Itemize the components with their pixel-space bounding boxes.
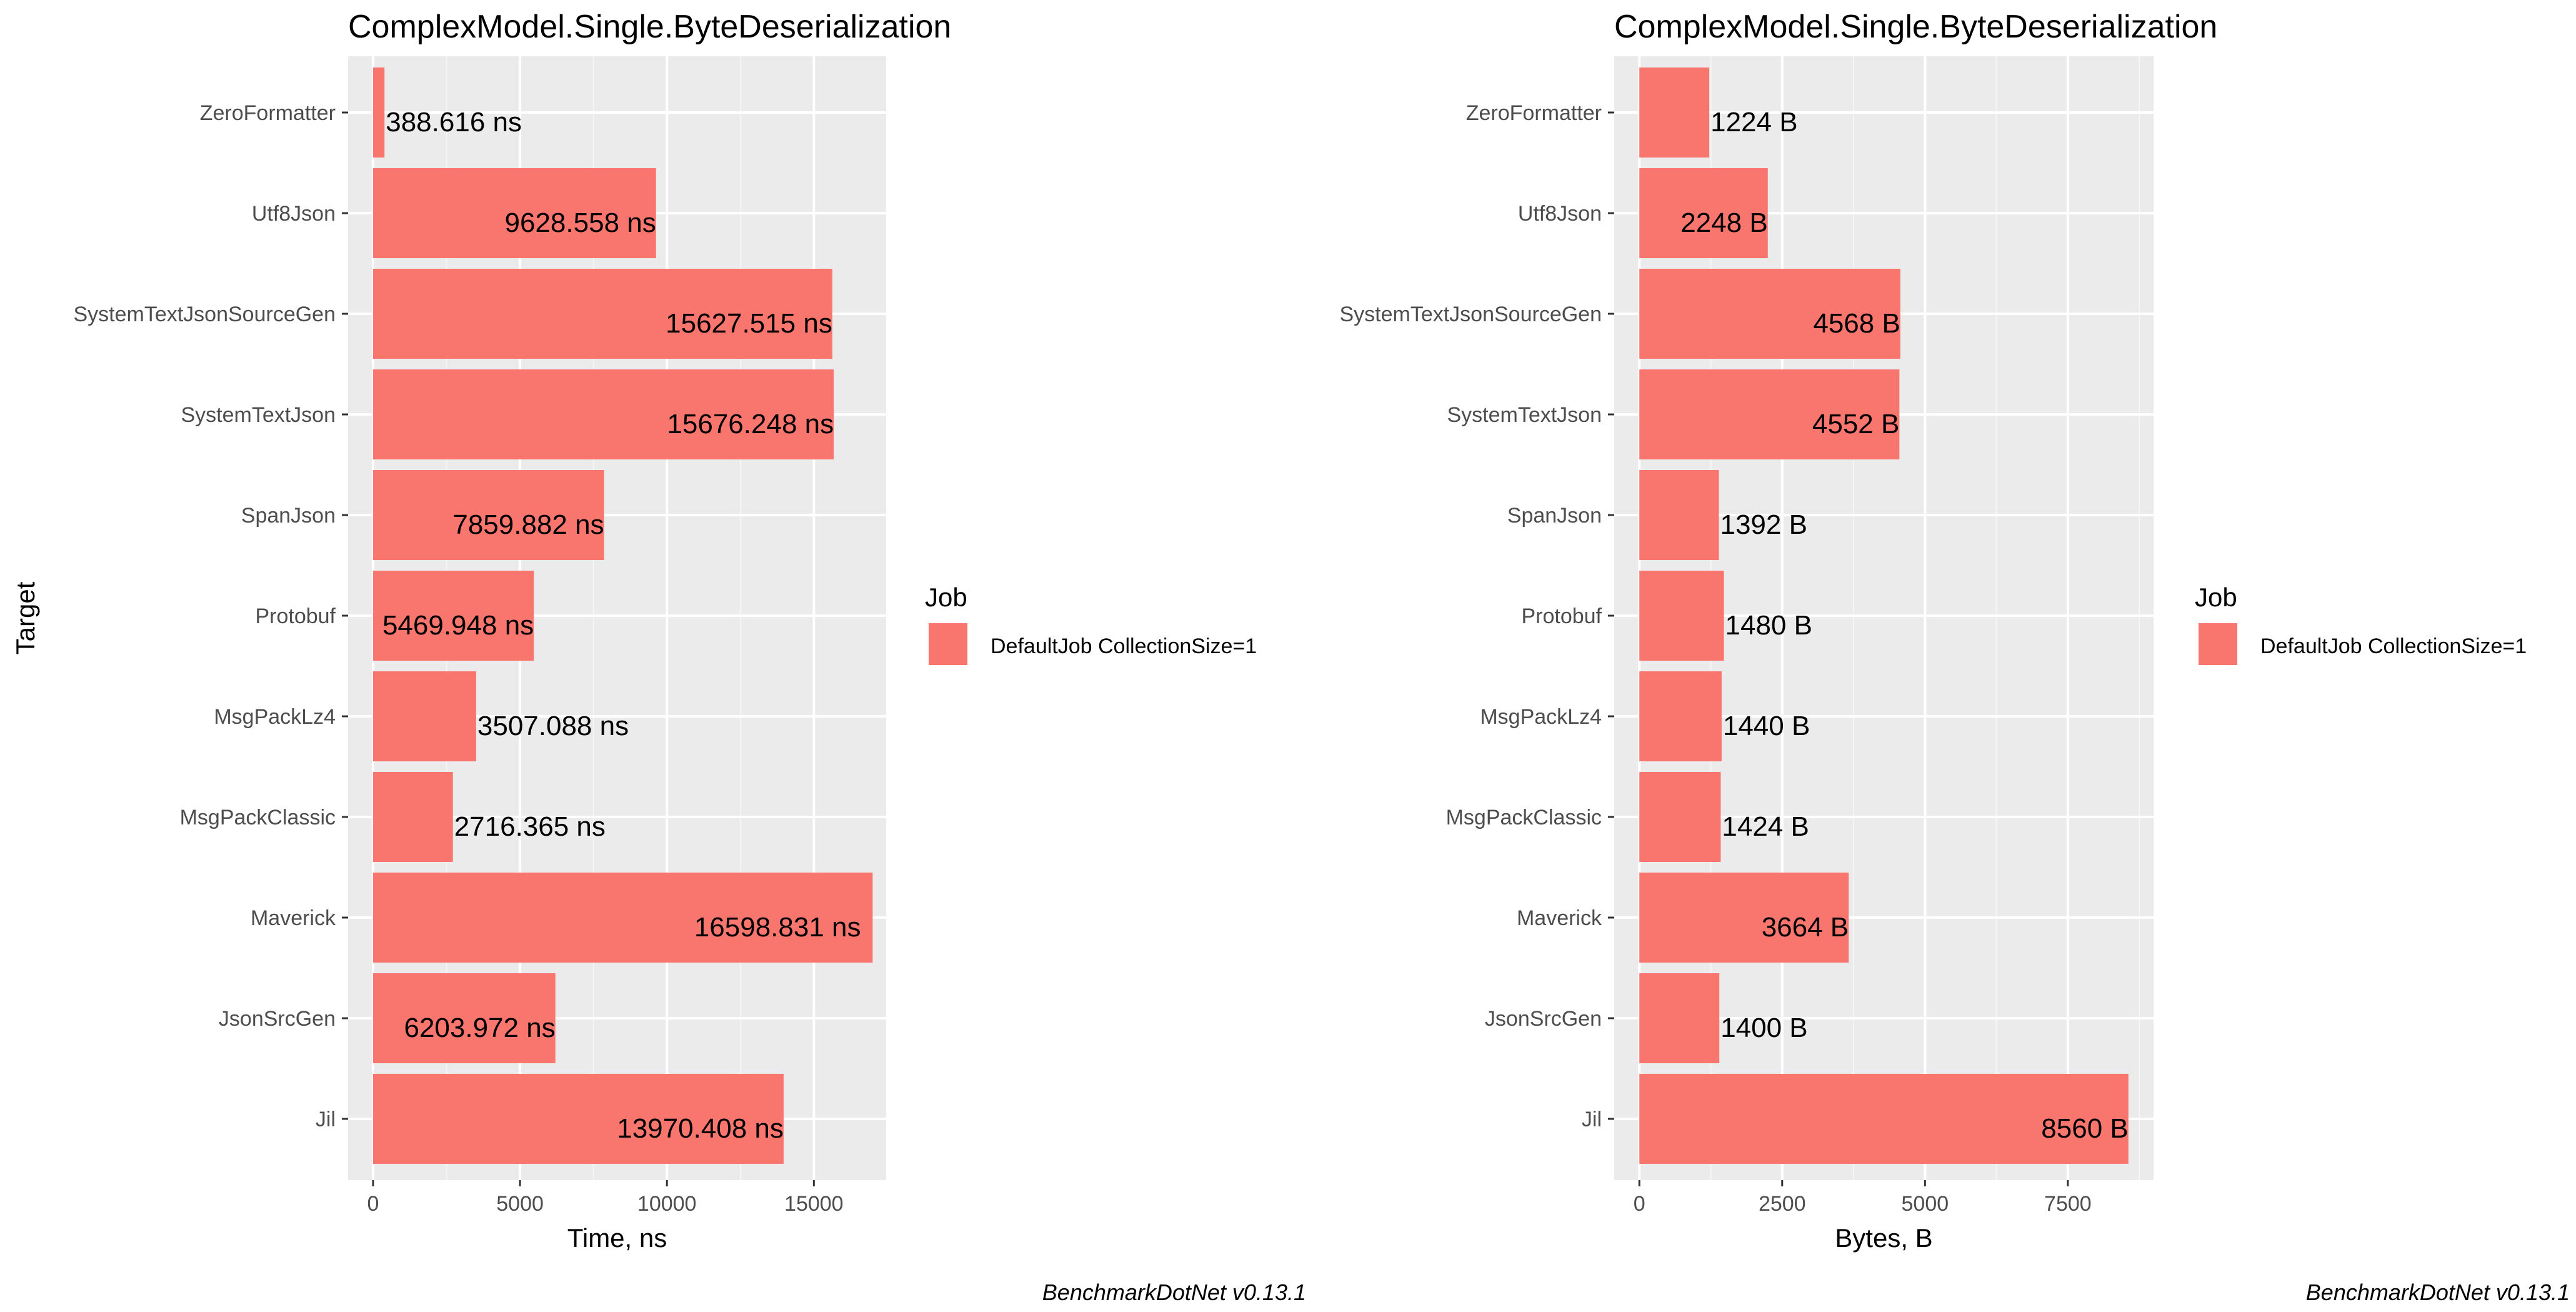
left-xtick-label: 10000 (637, 1192, 697, 1216)
right-bar-label: 4552 B (1812, 409, 1899, 439)
left-legend-label: DefaultJob CollectionSize=1 (991, 634, 1257, 658)
left-ytick-label: Protobuf (255, 604, 336, 628)
right-ytick-label: Maverick (1517, 906, 1602, 930)
right-bar-msgpacklz4 (1639, 671, 1722, 761)
right-bar-label: 2248 B (1680, 208, 1767, 238)
left-bar-label: 6203.972 ns (404, 1013, 555, 1043)
left-legend-title: Job (925, 583, 967, 612)
left-bar-label: 3507.088 ns (477, 711, 629, 741)
left-chart-title: ComplexModel.Single.ByteDeserialization (348, 9, 951, 45)
left-bar-spanjson (372, 470, 604, 560)
left-ytick-label: Utf8Json (252, 202, 336, 226)
right-ytick-label: JsonSrcGen (1485, 1007, 1602, 1031)
right-bar-spanjson (1639, 470, 1719, 560)
left-bar-msgpackclassic (372, 772, 453, 862)
right-bar-utf8json (1639, 168, 1768, 258)
left-bar-protobuf (372, 571, 534, 661)
left-ytick-label: ZeroFormatter (200, 101, 336, 125)
right-xtick-label: 5000 (1902, 1192, 1949, 1216)
right-xaxis-title: Bytes, B (1835, 1223, 1932, 1253)
left-xtick-label: 5000 (496, 1192, 544, 1216)
left-caption: BenchmarkDotNet v0.13.1 (1042, 1279, 1306, 1305)
right-bar-label: 3664 B (1762, 912, 1849, 943)
right-bar-label: 1224 B (1710, 107, 1797, 138)
right-legend-swatch (2199, 623, 2237, 665)
left-bar-maverick (372, 873, 873, 963)
right-bar-label: 4568 B (1813, 308, 1900, 339)
right-bar-protobuf (1639, 571, 1724, 661)
right-bar-maverick (1639, 873, 1849, 963)
right-ytick-label: SpanJson (1507, 504, 1602, 528)
left-ytick-label: SystemTextJson (181, 403, 336, 427)
right-ytick-label: SystemTextJson (1447, 403, 1602, 427)
right-bar-msgpackclassic (1639, 772, 1721, 862)
right-bar-label: 8560 B (2041, 1113, 2128, 1144)
left-ytick-label: MsgPackLz4 (214, 705, 336, 729)
left-bar-systemtextjson (372, 369, 834, 459)
right-bar-label: 1400 B (1720, 1013, 1807, 1043)
left-bar-zeroformatter (372, 68, 385, 158)
left-bar-label: 15676.248 ns (667, 409, 834, 439)
right-bar-jil (1639, 1074, 2129, 1164)
left-bar-jil (372, 1074, 784, 1164)
right-ytick-label: Protobuf (1521, 604, 1602, 628)
right-xtick-label: 2500 (1759, 1192, 1806, 1216)
right-bar-label: 1424 B (1722, 811, 1809, 842)
left-legend-swatch (929, 623, 967, 665)
right-bar-zeroformatter (1639, 68, 1710, 158)
left-bar-label: 2716.365 ns (454, 811, 606, 842)
right-xtick-label: 0 (1634, 1192, 1645, 1216)
left-bar-label: 9628.558 ns (505, 208, 656, 238)
left-ytick-label: SystemTextJsonSourceGen (73, 303, 336, 326)
right-ytick-label: SystemTextJsonSourceGen (1339, 303, 1602, 326)
right-ytick-label: MsgPackClassic (1446, 806, 1602, 829)
left-ytick-label: JsonSrcGen (219, 1007, 336, 1031)
left-bar-msgpacklz4 (372, 671, 476, 761)
left-xaxis-title: Time, ns (567, 1223, 667, 1253)
right-ytick-label: Utf8Json (1518, 202, 1602, 226)
left-ytick-label: SpanJson (241, 504, 336, 528)
left-ytick-label: Jil (316, 1108, 336, 1131)
right-bar-systemtextjsonsourcegen (1639, 269, 1900, 359)
right-caption: BenchmarkDotNet v0.13.1 (2306, 1279, 2570, 1305)
right-bar-label: 1440 B (1723, 711, 1810, 741)
right-legend-label: DefaultJob CollectionSize=1 (2260, 634, 2527, 658)
left-bar-label: 5469.948 ns (382, 610, 534, 641)
left-bar-label: 13970.408 ns (617, 1113, 784, 1144)
right-chart-title: ComplexModel.Single.ByteDeserialization (1614, 9, 2217, 45)
right-bar-label: 1392 B (1720, 509, 1807, 540)
left-bar-label: 15627.515 ns (666, 308, 832, 339)
left-bar-label: 16598.831 ns (694, 912, 861, 943)
right-bar-jsonsrcgen (1639, 973, 1720, 1063)
right-xtick-label: 7500 (2044, 1192, 2092, 1216)
left-bar-label: 7859.882 ns (452, 509, 604, 540)
right-ytick-label: MsgPackLz4 (1480, 705, 1602, 729)
left-bar-systemtextjsonsourcegen (372, 269, 832, 359)
left-ytick-label: MsgPackClassic (180, 806, 336, 829)
left-bar-label: 388.616 ns (386, 107, 522, 138)
left-bar-jsonsrcgen (372, 973, 556, 1063)
left-ytick-label: Maverick (251, 906, 336, 930)
left-xtick-label: 15000 (784, 1192, 844, 1216)
right-ytick-label: ZeroFormatter (1466, 101, 1602, 125)
right-bar-label: 1480 B (1725, 610, 1812, 641)
right-bar-systemtextjson (1639, 369, 1900, 459)
left-xtick-label: 0 (367, 1192, 379, 1216)
left-yaxis-title: Target (11, 581, 40, 654)
left-bar-utf8json (372, 168, 656, 258)
right-ytick-label: Jil (1582, 1108, 1602, 1131)
right-legend-title: Job (2195, 583, 2237, 612)
